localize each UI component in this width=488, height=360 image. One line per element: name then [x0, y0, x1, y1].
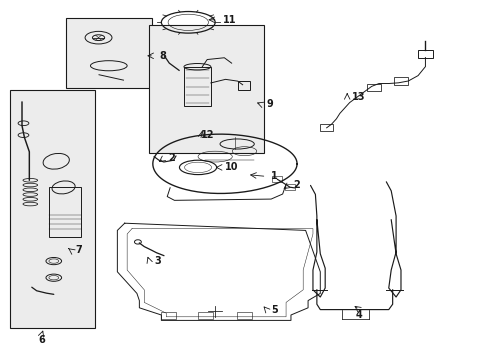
Bar — [161, 312, 176, 319]
Bar — [198, 312, 212, 319]
Text: 8: 8 — [159, 51, 165, 61]
Bar — [417, 50, 432, 58]
Bar — [237, 81, 249, 90]
Text: 5: 5 — [271, 305, 278, 315]
Text: 11: 11 — [222, 15, 236, 25]
Bar — [285, 184, 294, 190]
Text: 3: 3 — [154, 256, 161, 266]
Bar — [237, 312, 251, 319]
Text: 2: 2 — [168, 153, 175, 163]
Text: 2: 2 — [293, 180, 300, 190]
Text: 13: 13 — [351, 92, 365, 102]
Bar — [149, 25, 264, 153]
Bar — [49, 187, 81, 237]
Bar — [183, 67, 210, 106]
Text: 9: 9 — [266, 99, 273, 109]
Text: 6: 6 — [38, 335, 45, 345]
Bar — [66, 18, 151, 88]
Bar — [366, 84, 380, 91]
Text: 10: 10 — [224, 162, 238, 172]
Bar — [393, 77, 407, 85]
Bar — [10, 90, 95, 328]
Text: 4: 4 — [355, 310, 362, 320]
Bar — [319, 124, 333, 131]
Text: 12: 12 — [200, 130, 214, 140]
Text: 1: 1 — [271, 171, 278, 181]
Text: 7: 7 — [76, 245, 82, 255]
Bar — [272, 176, 282, 182]
